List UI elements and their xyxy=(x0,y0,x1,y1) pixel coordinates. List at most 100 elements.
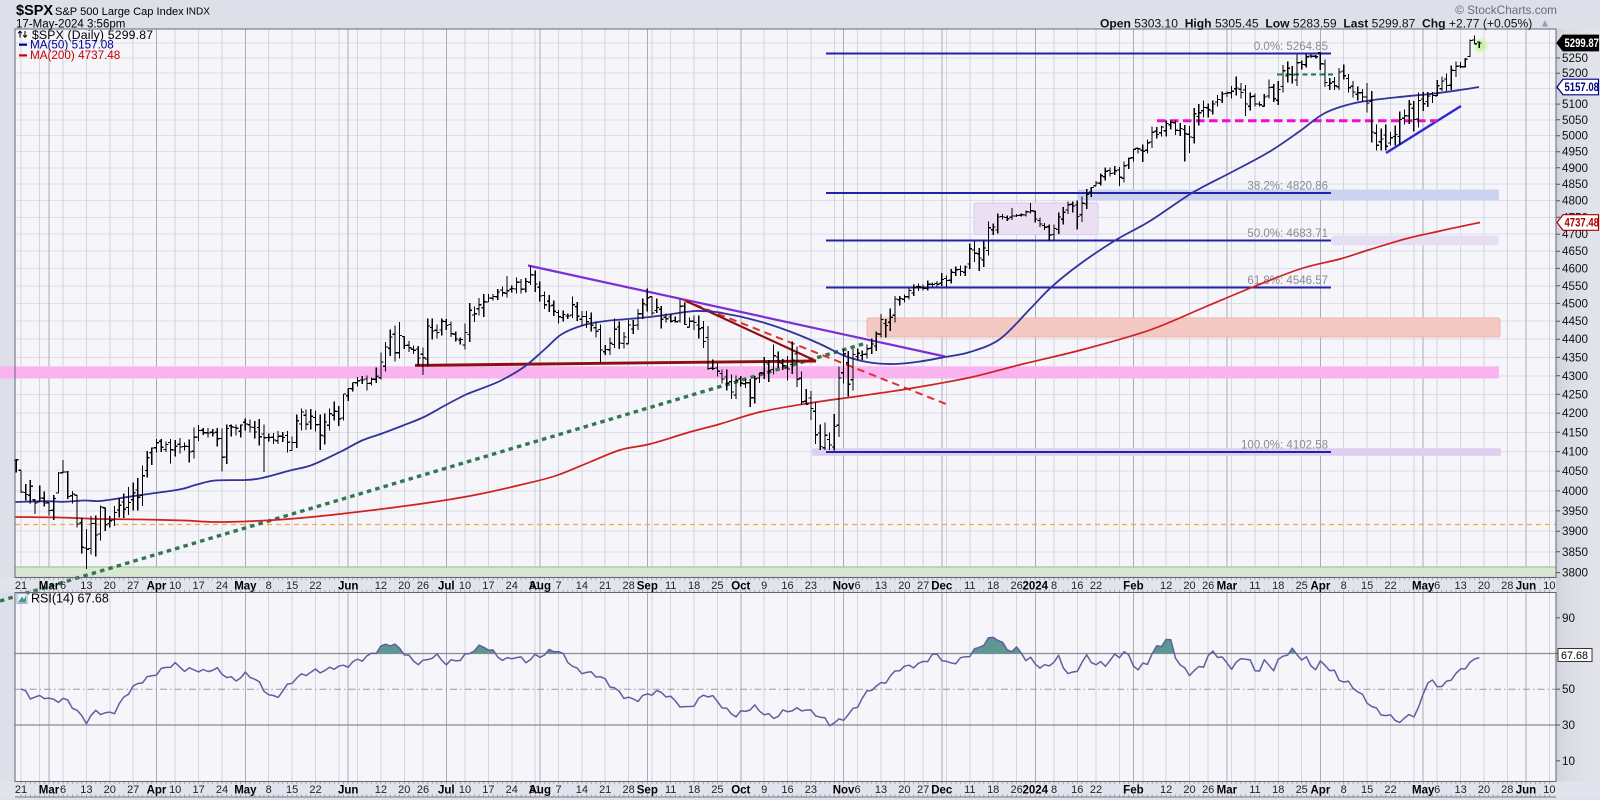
svg-text:Jun: Jun xyxy=(1516,580,1536,592)
svg-text:4100: 4100 xyxy=(1562,446,1589,459)
svg-text:Jun: Jun xyxy=(338,580,358,592)
svg-text:4550: 4550 xyxy=(1562,280,1589,293)
svg-text:4700: 4700 xyxy=(1562,228,1589,241)
svg-text:RSI(14) 67.68: RSI(14) 67.68 xyxy=(31,592,109,606)
svg-text:Mar: Mar xyxy=(39,580,60,592)
svg-text:4500: 4500 xyxy=(1562,297,1589,310)
svg-text:9: 9 xyxy=(761,580,767,592)
svg-text:15: 15 xyxy=(286,784,298,796)
svg-text:27: 27 xyxy=(127,580,139,592)
svg-text:Aug: Aug xyxy=(529,580,551,592)
svg-text:23: 23 xyxy=(805,580,817,592)
svg-text:50: 50 xyxy=(1562,683,1576,696)
svg-text:90: 90 xyxy=(1562,612,1576,625)
svg-text:18: 18 xyxy=(1272,580,1284,592)
svg-text:12: 12 xyxy=(1160,784,1172,796)
svg-text:22: 22 xyxy=(1090,784,1102,796)
svg-text:2024: 2024 xyxy=(1023,784,1049,796)
svg-text:8: 8 xyxy=(1051,580,1057,592)
svg-text:26: 26 xyxy=(1010,784,1022,796)
svg-text:16: 16 xyxy=(1071,580,1083,592)
svg-text:8: 8 xyxy=(266,580,272,592)
svg-text:Mar: Mar xyxy=(1217,580,1238,592)
svg-text:21: 21 xyxy=(15,784,27,796)
svg-text:28: 28 xyxy=(622,784,634,796)
svg-text:Dec: Dec xyxy=(931,580,953,592)
svg-text:16: 16 xyxy=(781,580,793,592)
svg-text:5050: 5050 xyxy=(1562,114,1589,127)
svg-text:20: 20 xyxy=(1478,784,1490,796)
svg-text:May: May xyxy=(1412,580,1435,592)
svg-text:4200: 4200 xyxy=(1562,407,1589,420)
svg-text:18: 18 xyxy=(688,580,700,592)
svg-text:3800: 3800 xyxy=(1562,567,1589,580)
svg-text:Jul: Jul xyxy=(438,580,455,592)
svg-text:Sep: Sep xyxy=(637,784,658,796)
svg-text:11: 11 xyxy=(665,580,676,592)
svg-text:6: 6 xyxy=(855,580,861,592)
svg-text:20: 20 xyxy=(898,784,910,796)
svg-text:10: 10 xyxy=(459,784,471,796)
svg-text:INDX: INDX xyxy=(186,7,210,18)
svg-text:May: May xyxy=(1412,784,1435,796)
svg-text:16: 16 xyxy=(781,784,793,796)
svg-text:4250: 4250 xyxy=(1562,388,1589,401)
svg-text:Nov: Nov xyxy=(833,784,855,796)
svg-text:4050: 4050 xyxy=(1562,465,1589,478)
svg-text:May: May xyxy=(234,580,257,592)
svg-text:20: 20 xyxy=(1183,580,1195,592)
svg-text:10: 10 xyxy=(459,580,471,592)
svg-text:13: 13 xyxy=(80,784,92,796)
svg-text:25: 25 xyxy=(1296,784,1308,796)
svg-text:May: May xyxy=(234,784,257,796)
svg-text:3900: 3900 xyxy=(1562,525,1589,538)
svg-text:15: 15 xyxy=(1361,580,1373,592)
svg-text:3950: 3950 xyxy=(1562,505,1589,518)
svg-text:31: 31 xyxy=(529,784,541,796)
svg-text:6: 6 xyxy=(1434,784,1440,796)
svg-text:23: 23 xyxy=(805,784,817,796)
svg-text:24: 24 xyxy=(506,580,518,592)
svg-text:Oct: Oct xyxy=(731,580,750,592)
svg-text:$SPX (Daily) 5299.87: $SPX (Daily) 5299.87 xyxy=(32,28,153,42)
svg-text:14: 14 xyxy=(576,580,588,592)
svg-text:9: 9 xyxy=(761,784,767,796)
svg-text:18: 18 xyxy=(1272,784,1284,796)
svg-text:5100: 5100 xyxy=(1562,98,1589,111)
svg-text:13: 13 xyxy=(1454,784,1466,796)
svg-text:Sep: Sep xyxy=(637,580,658,592)
svg-text:18: 18 xyxy=(987,580,999,592)
svg-text:26: 26 xyxy=(417,580,429,592)
svg-text:28: 28 xyxy=(1501,580,1513,592)
svg-text:25: 25 xyxy=(711,784,723,796)
svg-text:4300: 4300 xyxy=(1562,370,1589,383)
svg-text:38.2%: 4820.86: 38.2%: 4820.86 xyxy=(1247,181,1328,193)
svg-text:11: 11 xyxy=(665,784,676,796)
svg-text:Oct: Oct xyxy=(731,784,750,796)
svg-text:4000: 4000 xyxy=(1562,485,1589,498)
svg-text:17: 17 xyxy=(192,580,204,592)
svg-text:27: 27 xyxy=(127,784,139,796)
svg-text:15: 15 xyxy=(286,580,298,592)
svg-text:28: 28 xyxy=(622,580,634,592)
svg-text:10: 10 xyxy=(1543,784,1555,796)
svg-text:2024: 2024 xyxy=(1023,580,1049,592)
svg-text:8: 8 xyxy=(1051,784,1057,796)
svg-text:12: 12 xyxy=(375,784,387,796)
svg-text:S&P 500 Large Cap Index: S&P 500 Large Cap Index xyxy=(55,6,184,18)
svg-text:21: 21 xyxy=(15,580,27,592)
svg-text:30: 30 xyxy=(1562,719,1576,732)
svg-text:Mar: Mar xyxy=(1217,784,1238,796)
svg-text:22: 22 xyxy=(309,580,321,592)
svg-text:22: 22 xyxy=(1090,580,1102,592)
svg-text:MA(50) 5157.08: MA(50) 5157.08 xyxy=(30,39,114,52)
svg-text:17: 17 xyxy=(482,580,494,592)
svg-text:4650: 4650 xyxy=(1562,245,1589,258)
svg-text:Apr: Apr xyxy=(147,580,167,592)
svg-text:8: 8 xyxy=(1341,784,1347,796)
svg-text:10: 10 xyxy=(1562,755,1576,768)
svg-text:10: 10 xyxy=(169,784,181,796)
svg-text:Feb: Feb xyxy=(1123,580,1143,592)
svg-text:18: 18 xyxy=(987,784,999,796)
svg-text:6: 6 xyxy=(855,784,861,796)
